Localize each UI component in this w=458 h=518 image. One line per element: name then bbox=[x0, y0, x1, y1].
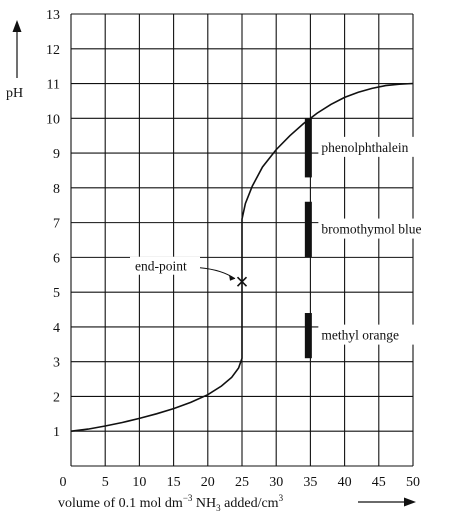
y-tick-label-11: 12 bbox=[46, 43, 60, 58]
y-axis-arrow-head bbox=[12, 20, 22, 32]
y-tick-label-6: 7 bbox=[53, 217, 60, 232]
indicator-bar-1 bbox=[304, 201, 312, 258]
indicator-ranges: phenolphthalein bromothymol blue methyl or… bbox=[304, 118, 437, 359]
indicator-bar-2 bbox=[304, 313, 312, 359]
ph-curve bbox=[70, 82, 414, 432]
x-tick-label-5: 25 bbox=[235, 475, 249, 490]
y-tick-label-0: 1 bbox=[53, 425, 60, 440]
x-tick-label-6: 30 bbox=[269, 475, 283, 490]
end-point-label: end-point bbox=[135, 259, 187, 274]
y-tick-label-10: 11 bbox=[47, 78, 60, 93]
indicator-label-bg-1 bbox=[318, 218, 437, 239]
y-tick-label-3: 4 bbox=[53, 321, 60, 336]
x-axis-arrow-head bbox=[404, 497, 416, 507]
y-tick-label-2: 3 bbox=[53, 356, 60, 371]
y-tick-label-5: 6 bbox=[53, 251, 60, 266]
y-tick-label-8: 9 bbox=[53, 147, 60, 162]
y-tick-label-12: 13 bbox=[46, 8, 60, 23]
indicator-label-bg-0 bbox=[318, 136, 430, 157]
end-point-cross bbox=[236, 276, 248, 287]
x-tick-label-7: 35 bbox=[303, 475, 317, 490]
y-tick-label-1: 2 bbox=[53, 390, 60, 405]
x-tick-label-3: 15 bbox=[167, 475, 181, 490]
x-axis-label: volume of 0.1 mol dm−3 NH3 added/cm3 bbox=[58, 493, 284, 513]
y-tick-label-7: 8 bbox=[53, 182, 60, 197]
indicator-bar-0 bbox=[304, 118, 312, 178]
y-axis-label: pH bbox=[6, 86, 23, 101]
x-tick-label-8: 40 bbox=[338, 475, 352, 490]
end-point-marker: end-point bbox=[130, 256, 248, 287]
indicator-label-1: bromothymol blue bbox=[321, 222, 421, 237]
y-tick-label-4: 5 bbox=[53, 286, 60, 301]
indicator-label-bg-2 bbox=[318, 324, 416, 345]
x-tick-label-0: 0 bbox=[60, 475, 67, 490]
x-tick-label-10: 50 bbox=[406, 475, 420, 490]
indicator-label-0: phenolphthalein bbox=[321, 140, 408, 155]
x-tick-label-2: 10 bbox=[132, 475, 146, 490]
y-tick-label-9: 10 bbox=[46, 112, 60, 127]
x-tick-label-4: 20 bbox=[201, 475, 215, 490]
indicator-label-2: methyl orange bbox=[321, 328, 399, 343]
x-tick-label-1: 5 bbox=[102, 475, 109, 490]
x-tick-labels: 0 5 10 15 20 25 30 35 40 45 50 bbox=[60, 475, 421, 490]
end-point-label-bg bbox=[130, 256, 200, 275]
end-point-leader-arrow bbox=[229, 274, 235, 281]
x-tick-label-9: 45 bbox=[372, 475, 386, 490]
